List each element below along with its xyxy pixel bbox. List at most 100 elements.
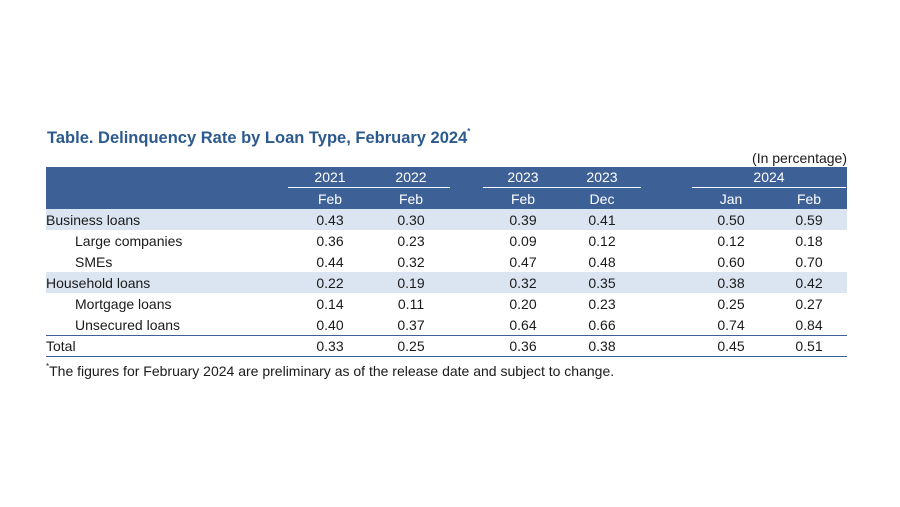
header-month-cell: Feb: [372, 188, 450, 209]
value-cell: 0.64: [509, 316, 537, 333]
row-label: Large companies: [75, 232, 183, 249]
header-month-cell: Dec: [563, 188, 641, 209]
value-cell-latest: 0.84: [795, 316, 823, 333]
table-row-smes: SMEs 0.44 0.32 0.47 0.48 0.60 0.70: [46, 251, 847, 272]
value-cell: 0.60: [717, 253, 745, 270]
unit-note: (In percentage): [752, 150, 847, 166]
value-cell: 0.32: [483, 272, 563, 293]
value-cell-latest: 0.70: [795, 253, 823, 270]
row-label: Total: [46, 335, 288, 357]
value-cell: 0.43: [288, 209, 372, 230]
value-cell-latest: 0.42: [771, 272, 847, 293]
header-year-label: 2023: [483, 168, 563, 188]
value-cell: 0.36: [483, 335, 563, 357]
value-cell: 0.74: [717, 316, 745, 333]
table-title: Table. Delinquency Rate by Loan Type, Fe…: [47, 127, 471, 148]
header-year-cell: 2023: [483, 167, 563, 188]
value-cell: 0.66: [588, 316, 616, 333]
header-year-label: 2023: [563, 168, 641, 188]
value-cell-latest: 0.27: [795, 295, 823, 312]
header-year-row: 2021 2022 2023 2023 2024: [46, 167, 847, 188]
value-cell: 0.19: [372, 272, 450, 293]
table-row-mortgage-loans: Mortgage loans 0.14 0.11 0.20 0.23 0.25 …: [46, 293, 847, 314]
gap-cell: [450, 209, 483, 230]
header-month-row: Feb Feb Feb Dec Jan Feb: [46, 188, 847, 209]
value-cell: 0.14: [316, 295, 344, 312]
value-cell: 0.11: [397, 295, 425, 312]
table-row-business-loans: Business loans 0.43 0.30 0.39 0.41 0.50 …: [46, 209, 847, 230]
gap-cell: [450, 230, 483, 251]
header-year-label: 2022: [372, 168, 450, 188]
value-cell: 0.09: [509, 232, 537, 249]
value-cell: 0.30: [372, 209, 450, 230]
gap-cell: [641, 335, 691, 357]
footnote-text: The figures for February 2024 are prelim…: [49, 363, 615, 379]
header-month-cell: Feb: [288, 188, 372, 209]
value-cell: 0.37: [397, 316, 425, 333]
header-month-cell: Feb: [771, 188, 847, 209]
header-year-cell: 2024: [691, 167, 847, 188]
gap-cell: [450, 272, 483, 293]
value-cell: 0.39: [483, 209, 563, 230]
value-cell: 0.22: [288, 272, 372, 293]
value-cell: 0.44: [316, 253, 344, 270]
row-label: Mortgage loans: [75, 295, 172, 312]
header-gap: [450, 167, 483, 188]
gap-cell: [450, 314, 483, 336]
value-cell: 0.12: [588, 232, 616, 249]
value-cell-latest: 0.59: [771, 209, 847, 230]
row-label: Household loans: [46, 272, 288, 293]
delinquency-table: 2021 2022 2023 2023 2024 Feb Feb Feb Dec…: [46, 167, 847, 357]
table-title-text: Table. Delinquency Rate by Loan Type, Fe…: [47, 129, 468, 147]
table-row-unsecured-loans: Unsecured loans 0.40 0.37 0.64 0.66 0.74…: [46, 314, 847, 336]
table-row-total: Total 0.33 0.25 0.36 0.38 0.45 0.51: [46, 335, 847, 357]
gap-cell: [641, 272, 691, 293]
value-cell: 0.41: [563, 209, 641, 230]
gap-cell: [450, 251, 483, 272]
value-cell: 0.20: [509, 295, 537, 312]
header-corner: [46, 167, 288, 188]
header-year-cell: 2023: [563, 167, 641, 188]
gap-cell: [641, 314, 691, 336]
value-cell: 0.38: [563, 335, 641, 357]
footnote: *The figures for February 2024 are preli…: [46, 362, 615, 379]
header-corner: [46, 188, 288, 209]
header-year-label: 2021: [288, 168, 372, 188]
gap-cell: [450, 335, 483, 357]
value-cell: 0.23: [397, 232, 425, 249]
table-row-large-companies: Large companies 0.36 0.23 0.09 0.12 0.12…: [46, 230, 847, 251]
header-year-cell: 2021: [288, 167, 372, 188]
value-cell: 0.38: [691, 272, 771, 293]
gap-cell: [641, 230, 691, 251]
gap-cell: [641, 209, 691, 230]
footnote-mark: *: [46, 362, 50, 371]
table-title-footnote-mark: *: [467, 127, 471, 136]
gap-cell: [641, 293, 691, 314]
header-month-cell: Jan: [691, 188, 771, 209]
value-cell: 0.25: [372, 335, 450, 357]
gap-cell: [641, 251, 691, 272]
value-cell-latest: 0.51: [771, 335, 847, 357]
row-label: SMEs: [75, 253, 113, 270]
value-cell: 0.36: [316, 232, 344, 249]
value-cell: 0.35: [563, 272, 641, 293]
header-month-cell: Feb: [483, 188, 563, 209]
value-cell-latest: 0.18: [795, 232, 823, 249]
header-gap: [641, 167, 691, 188]
value-cell: 0.12: [717, 232, 745, 249]
header-gap: [641, 188, 691, 209]
value-cell: 0.25: [717, 295, 745, 312]
row-label: Unsecured loans: [75, 316, 181, 333]
value-cell: 0.23: [588, 295, 616, 312]
value-cell: 0.47: [509, 253, 537, 270]
header-year-cell: 2022: [372, 167, 450, 188]
value-cell: 0.40: [316, 316, 344, 333]
value-cell: 0.33: [288, 335, 372, 357]
value-cell: 0.50: [691, 209, 771, 230]
table-row-household-loans: Household loans 0.22 0.19 0.32 0.35 0.38…: [46, 272, 847, 293]
value-cell: 0.32: [397, 253, 425, 270]
value-cell: 0.48: [588, 253, 616, 270]
header-gap: [450, 188, 483, 209]
row-label: Business loans: [46, 209, 288, 230]
